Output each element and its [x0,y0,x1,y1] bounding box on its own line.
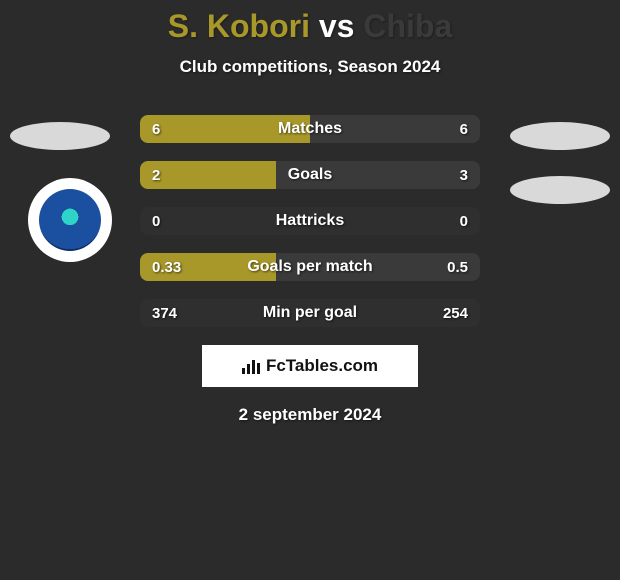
player1-club-badge [28,178,112,262]
attribution-text: FcTables.com [266,356,378,376]
stat-label: Goals [140,161,480,189]
vs-label: vs [319,8,355,44]
attribution[interactable]: FcTables.com [202,345,418,387]
stat-row: 374254Min per goal [140,299,480,327]
chart-bars-icon [242,358,260,374]
stat-label: Matches [140,115,480,143]
stat-label: Min per goal [140,299,480,327]
stat-label: Hattricks [140,207,480,235]
stats-panel: 66Matches 23Goals 00Hattricks 0.330.5Goals … [140,115,480,327]
player1-name: S. Kobori [168,8,310,44]
club-badge-icon [39,189,101,251]
stat-row: 23Goals [140,161,480,189]
player2-club-placeholder [510,176,610,204]
comparison-title: S. Kobori vs Chiba [0,8,620,45]
player2-name: Chiba [363,8,452,44]
player1-avatar-placeholder [10,122,110,150]
player2-avatar-placeholder [510,122,610,150]
stat-label: Goals per match [140,253,480,281]
stat-row: 0.330.5Goals per match [140,253,480,281]
stat-row: 00Hattricks [140,207,480,235]
date-label: 2 september 2024 [0,405,620,425]
subtitle: Club competitions, Season 2024 [0,57,620,77]
stat-row: 66Matches [140,115,480,143]
